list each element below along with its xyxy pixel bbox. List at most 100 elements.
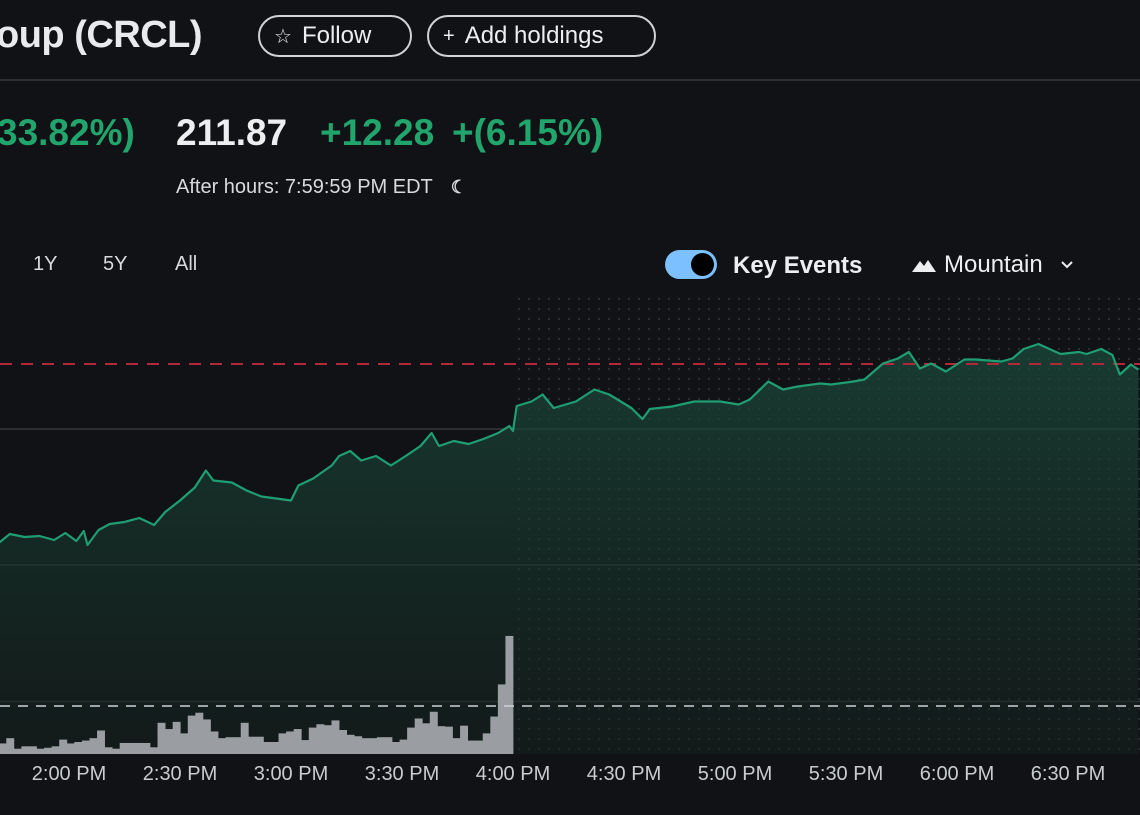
toggle-knob	[691, 253, 714, 276]
volume-bar	[149, 747, 158, 754]
volume-bar	[490, 716, 499, 754]
volume-bar	[233, 737, 242, 754]
price-line	[0, 342, 1139, 547]
volume-bar	[44, 747, 53, 754]
volume-bar	[452, 738, 461, 754]
add-holdings-button[interactable]: + Add holdings	[427, 15, 656, 57]
volume-bar	[331, 720, 340, 754]
x-tick-label: 5:00 PM	[697, 763, 773, 785]
volume-bar	[497, 684, 506, 754]
volume-bar	[278, 733, 287, 754]
volume-bar	[59, 739, 68, 754]
x-tick-label: 3:30 PM	[364, 763, 440, 785]
volume-bar	[467, 740, 476, 754]
volume-bar	[195, 712, 204, 754]
volume-bar	[0, 743, 7, 754]
follow-button[interactable]: ☆ Follow	[258, 15, 412, 57]
volume-bar	[293, 729, 302, 754]
add-holdings-label: Add holdings	[464, 22, 604, 49]
volume-bar	[127, 742, 136, 754]
volume-bar	[437, 726, 446, 754]
volume-bar	[444, 726, 453, 754]
volume-bar	[384, 737, 393, 754]
volume-bar	[270, 742, 279, 754]
volume-bar	[263, 742, 272, 754]
volume-bar	[248, 736, 257, 754]
volume-bar	[422, 723, 431, 754]
x-tick-label: 2:30 PM	[142, 763, 218, 785]
moon-icon: ☾	[450, 177, 467, 197]
volume-bar	[240, 722, 249, 754]
volume-bar	[36, 748, 45, 754]
volume-bar	[301, 740, 310, 754]
volume-bar	[369, 738, 378, 754]
x-tick-label: 2:00 PM	[31, 763, 107, 785]
chevron-down-icon	[1061, 261, 1073, 269]
star-icon: ☆	[274, 25, 292, 48]
volume-bar	[28, 746, 37, 754]
volume-bar	[81, 740, 90, 754]
x-tick-label: 5:30 PM	[808, 763, 884, 785]
volume-bar	[225, 737, 234, 754]
volume-bar	[104, 747, 113, 754]
volume-bar	[308, 727, 317, 754]
volume-bar	[6, 738, 15, 754]
volume-bar	[414, 718, 423, 754]
range-tab-5y[interactable]: 5Y	[103, 253, 128, 275]
volume-bar	[354, 736, 363, 754]
volume-bar	[399, 739, 408, 754]
price-area-fill	[0, 344, 1139, 754]
volume-bar	[429, 711, 438, 754]
volume-bar	[376, 737, 385, 754]
volume-bar	[407, 727, 416, 754]
volume-bar	[112, 748, 121, 754]
volume-bar	[210, 731, 219, 754]
volume-bar	[346, 734, 355, 754]
regular-change-percent: 33.82%)	[0, 112, 135, 153]
key-events-toggle[interactable]	[665, 250, 717, 279]
chart-type-label: Mountain	[944, 251, 1043, 278]
volume-bar	[21, 746, 30, 754]
volume-bar	[66, 743, 75, 754]
volume-bar	[187, 715, 196, 754]
range-tab-1y[interactable]: 1Y	[33, 253, 58, 275]
after-hours-label: After hours: 7:59:59 PM EDT	[176, 176, 433, 198]
volume-bar	[142, 742, 151, 754]
x-tick-label: 6:00 PM	[919, 763, 995, 785]
volume-bar	[119, 742, 128, 754]
volume-bar	[286, 731, 295, 754]
volume-bar	[165, 729, 174, 754]
volume-bar	[361, 738, 370, 754]
range-tab-all[interactable]: All	[175, 253, 198, 275]
x-tick-label: 6:30 PM	[1030, 763, 1106, 785]
volume-bar	[172, 721, 181, 754]
volume-bar	[482, 733, 491, 754]
volume-bar	[202, 719, 211, 754]
x-tick-label: 4:30 PM	[586, 763, 662, 785]
volume-bar	[51, 746, 60, 754]
follow-label: Follow	[301, 22, 372, 49]
after-hours-change-percent: +(6.15%)	[452, 112, 604, 153]
x-tick-label: 4:00 PM	[475, 763, 551, 785]
volume-bar	[316, 724, 325, 754]
volume-bar	[339, 730, 348, 754]
volume-bar	[460, 725, 469, 754]
volume-bar	[89, 738, 98, 754]
volume-bar	[218, 738, 226, 754]
volume-bar	[475, 740, 484, 754]
volume-bar	[157, 722, 166, 754]
after-hours-change: +12.28	[320, 112, 435, 153]
volume-bar	[180, 733, 189, 754]
volume-bar	[505, 635, 514, 754]
volume-bar	[74, 742, 83, 754]
key-events-label: Key Events	[733, 252, 863, 279]
mountain-icon	[912, 260, 936, 272]
volume-bar	[391, 742, 400, 754]
volume-bar	[323, 725, 332, 754]
after-hours-status: After hours: 7:59:59 PM EDT ☾	[176, 176, 467, 199]
chart-type-dropdown[interactable]: Mountain	[912, 251, 1075, 279]
x-tick-label: 3:00 PM	[253, 763, 329, 785]
volume-bar	[134, 742, 143, 754]
volume-bar	[97, 730, 105, 754]
